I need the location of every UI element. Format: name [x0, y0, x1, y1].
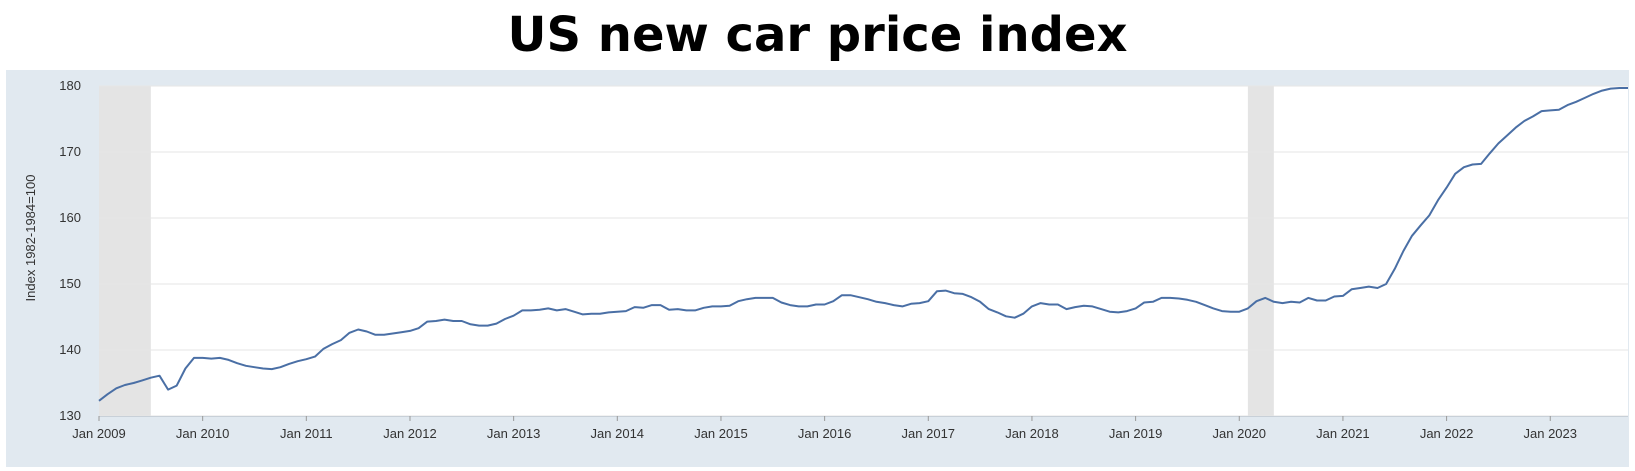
- recession-bands: [99, 86, 1274, 416]
- x-tick-label: Jan 2018: [1005, 426, 1059, 441]
- x-axis-ticks: Jan 2009 Jan 2010 Jan 2011 Jan 2012 Jan 2013…: [72, 416, 1577, 441]
- x-tick-label: Jan 2013: [487, 426, 541, 441]
- x-tick-label: Jan 2017: [902, 426, 956, 441]
- plot-area: [99, 86, 1628, 416]
- chart-frame: 130 140 150 160 170 180 Jan 2009 Jan 2010 Jan 2…: [6, 70, 1629, 467]
- y-tick-label: 130: [59, 408, 81, 423]
- series-layer: [98, 87, 1628, 402]
- x-tick-label: Jan 2014: [591, 426, 645, 441]
- gridlines: [99, 85, 1628, 417]
- y-tick-label: 150: [59, 276, 81, 291]
- series-line: [98, 87, 1628, 402]
- y-tick-label: 160: [59, 210, 81, 225]
- y-tick-label: 140: [59, 342, 81, 357]
- x-tick-label: Jan 2009: [72, 426, 126, 441]
- chart-title: US new car price index: [507, 7, 1128, 63]
- y-tick-label: 170: [59, 144, 81, 159]
- x-tick-label: Jan 2020: [1213, 426, 1267, 441]
- x-tick-label: Jan 2021: [1316, 426, 1370, 441]
- recession-band: [99, 86, 151, 416]
- x-tick-label: Jan 2022: [1420, 426, 1474, 441]
- y-tick-label: 180: [59, 78, 81, 93]
- recession-band: [1247, 86, 1274, 416]
- x-tick-label: Jan 2019: [1109, 426, 1163, 441]
- x-tick-label: Jan 2015: [694, 426, 748, 441]
- x-tick-label: Jan 2023: [1524, 426, 1578, 441]
- y-axis-ticks: 130 140 150 160 170 180: [59, 78, 81, 423]
- y-axis-label: Index 1982-1984=100: [23, 175, 38, 302]
- x-tick-label: Jan 2011: [280, 426, 333, 441]
- x-tick-label: Jan 2012: [383, 426, 437, 441]
- x-tick-label: Jan 2010: [176, 426, 230, 441]
- x-tick-label: Jan 2016: [798, 426, 852, 441]
